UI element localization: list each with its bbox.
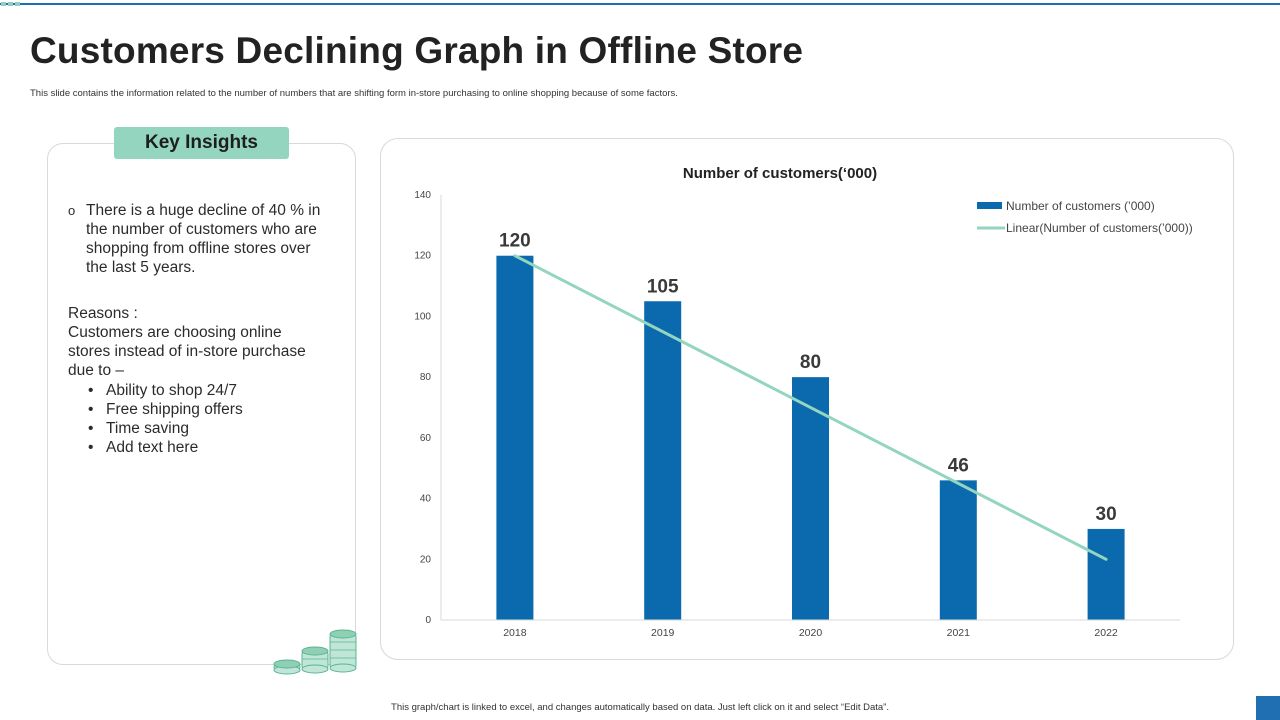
list-item: • Free shipping offers: [88, 400, 328, 419]
y-tick-label: 0: [425, 615, 431, 626]
key-insights-tag: Key Insights: [114, 127, 289, 159]
y-tick-label: 20: [420, 554, 432, 565]
bullet-icon: •: [88, 439, 94, 456]
bar-2018[interactable]: [496, 255, 534, 620]
list-item: • Time saving: [88, 419, 328, 438]
y-tick-label: 100: [414, 311, 431, 322]
bullet-icon: •: [88, 382, 94, 399]
y-tick-label: 40: [420, 494, 432, 505]
list-item-text: Ability to shop 24/7: [106, 382, 237, 399]
x-tick-label: 2019: [651, 627, 675, 639]
x-tick-label: 2020: [799, 627, 823, 639]
data-label: 46: [948, 455, 969, 476]
trend-line: [513, 254, 1108, 561]
footer-note: This graph/chart is linked to excel, and…: [391, 702, 889, 713]
reasons-text: Customers are choosing online stores ins…: [68, 324, 306, 379]
bullet-icon: •: [88, 420, 94, 437]
insight-point: o There is a huge decline of 40 % in the…: [68, 201, 328, 277]
reasons-block: Reasons : Customers are choosing online …: [68, 304, 328, 457]
top-accent-line: [0, 3, 1280, 5]
slide-subtitle: This slide contains the information rela…: [30, 88, 678, 99]
legend-bar-label: Number of customers (’000): [1006, 199, 1155, 213]
data-label: 105: [647, 276, 679, 297]
legend-bar-swatch: [977, 202, 1002, 209]
circle-bullet-icon: o: [68, 203, 76, 218]
data-label: 80: [800, 352, 821, 373]
y-tick-label: 80: [420, 372, 432, 383]
data-label: 30: [1096, 504, 1117, 525]
y-tick-label: 60: [420, 433, 432, 444]
x-tick-label: 2018: [503, 627, 527, 639]
insights-card: [47, 143, 356, 665]
list-item-text: Add text here: [106, 439, 199, 456]
coin-stacks-icon: [273, 629, 357, 675]
chart-title: Number of customers(‘000): [683, 165, 877, 182]
list-item: • Add text here: [88, 438, 328, 457]
customers-bar-chart[interactable]: Number of customers(‘000) 0 20 40 60 80 100 12…: [380, 138, 1234, 660]
insight-point-text: There is a huge decline of 40 % in the n…: [86, 202, 321, 276]
y-tick-label: 140: [414, 190, 431, 201]
reasons-list: • Ability to shop 24/7 • Free shipping off…: [68, 381, 328, 457]
insights-content: o There is a huge decline of 40 % in the…: [68, 201, 328, 457]
corner-decoration: [0, 0, 22, 8]
list-item: • Ability to shop 24/7: [88, 381, 328, 400]
bar-2020[interactable]: [792, 377, 829, 620]
legend-trend-label: Linear(Number of customers(’000)): [1006, 221, 1193, 235]
data-label: 120: [499, 231, 531, 252]
bar-2021[interactable]: [939, 480, 977, 620]
list-item-text: Free shipping offers: [106, 401, 243, 418]
x-tick-label: 2021: [947, 627, 971, 639]
slide-title: Customers Declining Graph in Offline Sto…: [30, 30, 804, 71]
corner-accent-box: [1256, 696, 1280, 720]
bullet-icon: •: [88, 401, 94, 418]
reasons-heading: Reasons :: [68, 305, 138, 322]
bar-2022[interactable]: [1087, 528, 1125, 620]
bar-2019[interactable]: [644, 301, 682, 620]
x-tick-label: 2022: [1094, 627, 1118, 639]
list-item-text: Time saving: [106, 420, 189, 437]
chart-legend: Number of customers (’000) Linear(Number…: [977, 199, 1193, 235]
y-tick-label: 120: [414, 251, 431, 262]
